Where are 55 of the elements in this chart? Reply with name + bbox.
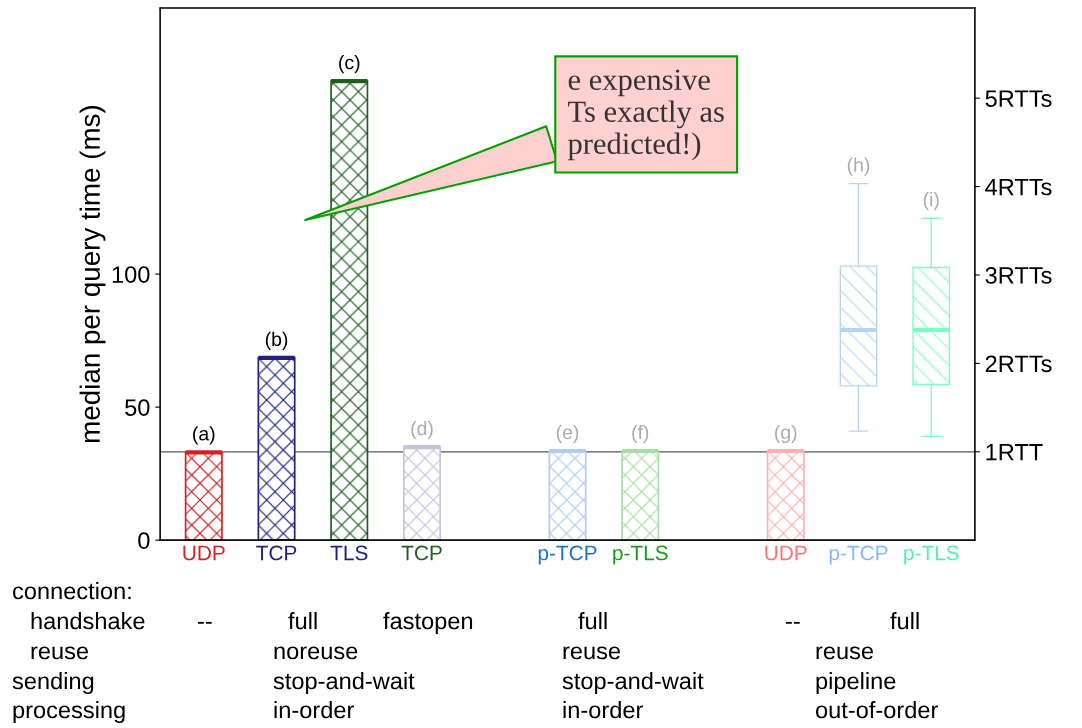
- bar: [766, 450, 805, 541]
- text: reuse: [31, 646, 89, 660]
- y2-tick-label: 5RTTs: [985, 90, 1052, 107]
- x-tick-label: TCP: [256, 545, 297, 561]
- x-tick-label: UDP: [183, 545, 225, 561]
- text: (i): [923, 192, 939, 211]
- bar: [402, 446, 442, 541]
- text: (h): [847, 157, 870, 176]
- bar: [184, 451, 223, 541]
- x-tick-label: p-TLS: [904, 545, 959, 565]
- x-tick-label: p-TLS: [613, 545, 668, 565]
- x-tick-label: TLS: [330, 545, 368, 561]
- data-label: (c): [339, 55, 360, 74]
- data-label: (d): [411, 420, 433, 440]
- bar: [548, 450, 587, 541]
- text: sending: [12, 671, 94, 695]
- y2-tick-label: 2RTTs: [985, 355, 1052, 373]
- text: stop-and-wait: [562, 671, 704, 695]
- data-label: (e): [556, 424, 579, 444]
- text: pipeline: [816, 671, 896, 695]
- text: stop-and-wait: [273, 671, 415, 695]
- y-axis-title: median per query time (ms): [79, 106, 106, 443]
- text: --: [198, 621, 212, 624]
- text: reuse: [816, 646, 874, 660]
- annotation: e expensive Ts exactly as predicted!): [568, 69, 724, 161]
- y2-tick-label: 1RTT: [986, 444, 1043, 461]
- bar: [257, 357, 296, 541]
- text: noreuse: [274, 646, 358, 660]
- text: full: [288, 611, 317, 630]
- text: reuse: [563, 646, 621, 660]
- bar: [330, 80, 369, 541]
- text: in-order: [563, 700, 643, 719]
- data-label: (f): [632, 424, 649, 444]
- y-tick-label: 0: [138, 532, 150, 549]
- text: in-order: [274, 700, 354, 719]
- text: out-of-order: [815, 700, 938, 719]
- data-label: (b): [265, 331, 288, 350]
- y2-tick-label: 4RTTs: [985, 178, 1052, 196]
- text: processing: [13, 700, 125, 724]
- y-tick-label: 100: [112, 266, 150, 283]
- y2-tick-label: 3RTTs: [985, 267, 1052, 284]
- x-tick-label: p-TCP: [829, 545, 888, 565]
- data-label: (g): [775, 424, 797, 444]
- data-label: (a): [193, 426, 215, 445]
- text: connection:: [13, 581, 131, 600]
- x-tick-label: UDP: [765, 545, 807, 561]
- x-tick-label: TCP: [401, 545, 442, 561]
- y-tick-label: 50: [125, 399, 150, 416]
- text: handshake: [31, 611, 145, 630]
- text: full: [578, 611, 607, 630]
- x-tick-label: p-TCP: [538, 545, 597, 565]
- bar: [621, 450, 660, 541]
- text: fastopen: [383, 612, 473, 635]
- text: --: [786, 621, 800, 624]
- text: full: [890, 611, 919, 630]
